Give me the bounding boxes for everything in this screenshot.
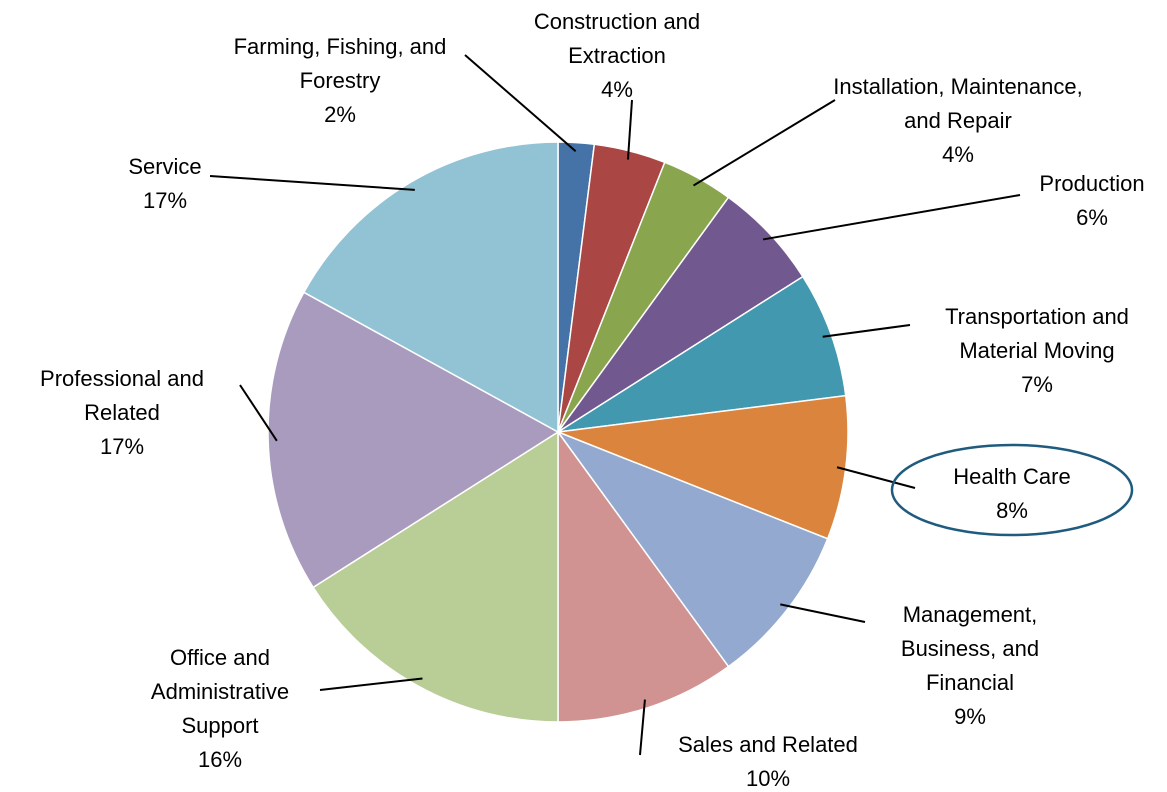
value-label: 6% [1076,205,1108,230]
slice-label: Construction and Extraction 4% [497,5,737,107]
value-label: 9% [954,704,986,729]
leader-line [319,677,423,691]
leader-line [464,54,577,153]
leader-line [762,194,1021,241]
slice-label: Transportation and Material Moving 7% [907,300,1167,402]
category-label: Transportation and Material Moving [945,304,1129,363]
pie-slice [555,430,829,668]
value-label: 8% [996,498,1028,523]
pie-slice [267,291,560,589]
category-label: Professional and Related [40,366,204,425]
category-label: Sales and Related [678,732,858,757]
slice-label: Sales and Related 10% [638,728,898,792]
category-label: Construction and Extraction [533,9,701,68]
slice-label: Production 6% [1012,167,1167,235]
category-label: Installation, Maintenance, and Repair [833,74,1083,133]
leader-line [239,384,278,442]
leader-line [693,99,836,187]
pie-slice [557,429,730,723]
pie-slice [557,394,849,540]
value-label: 2% [324,102,356,127]
leader-line [639,699,646,756]
category-label: Service [128,154,202,179]
pie-slice [312,430,559,723]
category-label: Farming, Fishing, and Forestry [233,34,447,93]
highlight-ellipse [890,443,1134,537]
slice-label: Service 17% [85,150,245,218]
category-label: Health Care [953,464,1071,489]
value-label: 10% [745,766,791,791]
slice-label: Health Care 8% [912,460,1112,528]
slice-label: Installation, Maintenance, and Repair 4% [828,70,1088,172]
slice-label: Management, Business, and Financial 9% [860,598,1080,734]
value-label: 17% [99,434,145,459]
leader-line [780,603,866,623]
slice-label: Office and Administrative Support 16% [120,641,320,777]
category-label: Production [1039,171,1145,196]
pie-slice [302,141,559,434]
value-label: 4% [601,77,633,102]
slice-label: Professional and Related 17% [2,362,242,464]
value-label: 17% [142,188,188,213]
leader-line [209,175,415,191]
leader-line [836,466,916,489]
slice-label: Farming, Fishing, and Forestry 2% [230,30,450,132]
pie-slice [557,275,847,433]
value-label: 4% [942,142,974,167]
category-label: Management, Business, and Financial [900,602,1040,695]
value-label: 16% [197,747,243,772]
value-label: 7% [1021,372,1053,397]
category-label: Office and Administrative Support [150,645,290,738]
leader-line [822,324,911,338]
leader-line [626,99,633,160]
